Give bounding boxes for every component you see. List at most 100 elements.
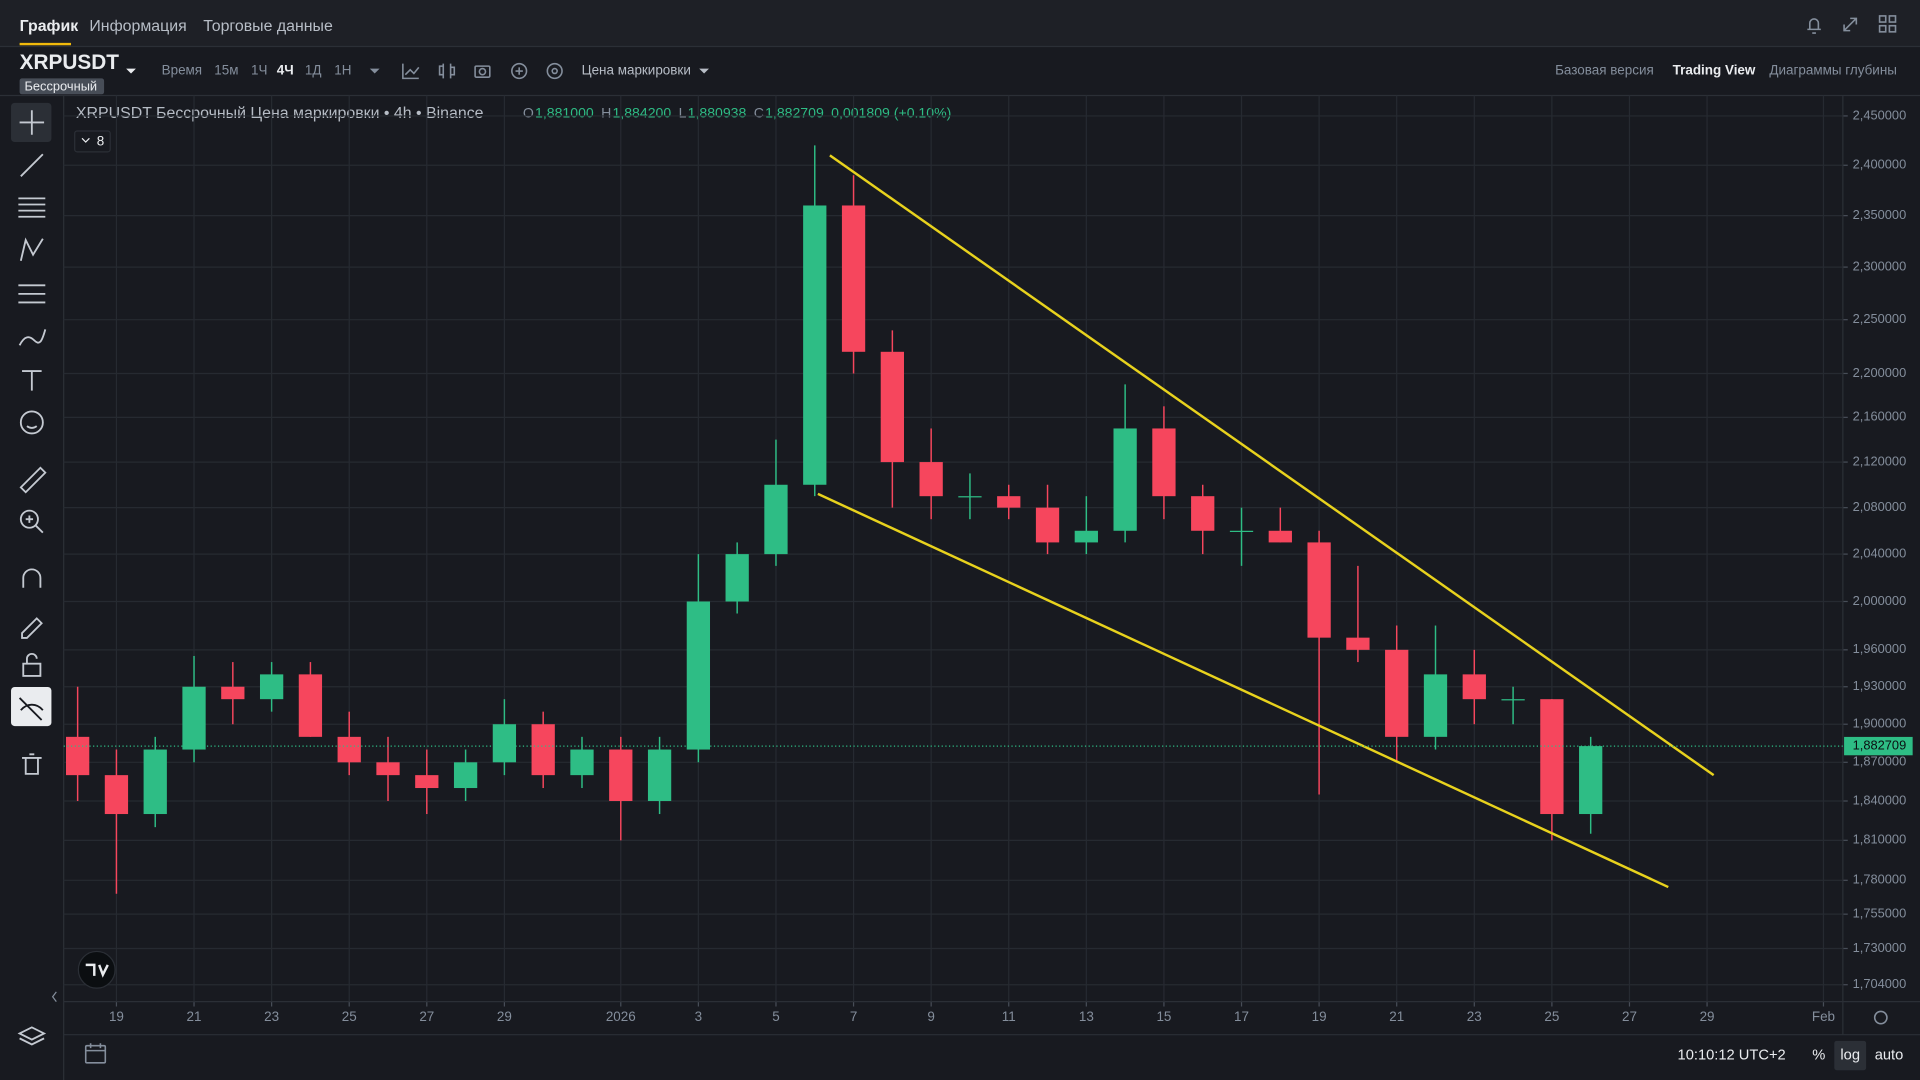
zoom-tool[interactable]: [19, 509, 39, 529]
y-tick-label: 2,300000: [1853, 258, 1907, 273]
delete-tool[interactable]: [22, 753, 42, 775]
auto-toggle[interactable]: auto: [1875, 1047, 1904, 1063]
candle-body: [803, 205, 827, 485]
hide-tool[interactable]: [18, 697, 44, 721]
brush-tool[interactable]: [18, 329, 47, 346]
view-option[interactable]: Trading View: [1673, 63, 1756, 78]
ohlc-change: 0,001809 (+0.10%): [831, 105, 951, 121]
lock-draw-tool[interactable]: [21, 617, 43, 639]
dropdown-arrow[interactable]: [126, 68, 136, 74]
candle-body: [958, 496, 982, 498]
y-tick-label: 2,040000: [1853, 546, 1907, 561]
interval[interactable]: 1Д: [305, 63, 322, 78]
interval[interactable]: 15м: [214, 63, 238, 78]
indicator-toggle-arrow: [81, 137, 90, 143]
candle-body: [337, 736, 361, 763]
y-tick-label: 1,930000: [1853, 678, 1907, 693]
candle-body: [1191, 496, 1215, 531]
settings-icon[interactable]: [546, 62, 563, 80]
dropdown-arrow[interactable]: [699, 68, 709, 74]
pattern-tool[interactable]: [19, 237, 44, 262]
add-icon[interactable]: [511, 62, 528, 80]
collapse-icon[interactable]: [1843, 17, 1858, 32]
toolbar-icons: [402, 62, 563, 80]
x-tick-label: 19: [1312, 1009, 1327, 1024]
lock-tool[interactable]: [22, 662, 42, 677]
price-type[interactable]: Цена маркировки: [582, 63, 691, 78]
tab[interactable]: Торговые данные: [203, 18, 333, 35]
candle-body: [764, 484, 788, 555]
tv-logo: [85, 963, 109, 978]
trendline-tool[interactable]: [20, 153, 44, 177]
interval[interactable]: 1Н: [334, 63, 351, 78]
text-tool[interactable]: [22, 370, 42, 391]
x-tick-label: 29: [497, 1009, 512, 1024]
screenshot-icon[interactable]: [474, 65, 491, 78]
magnet-tool[interactable]: [22, 568, 42, 588]
settings-icon[interactable]: [1873, 1010, 1888, 1025]
plot: 2,450000 2,400000 2,350000 2,300000 2,250000…: [63, 95, 1920, 1035]
ohlc-key: O: [523, 105, 534, 121]
lock-tool: [26, 653, 38, 664]
interval[interactable]: 1Ч: [251, 63, 267, 78]
ohlc-key: H: [601, 105, 611, 121]
x-tick-label: 2026: [606, 1009, 636, 1024]
layout-icon: [1878, 24, 1887, 33]
ohlc-key: L: [679, 105, 687, 121]
candle-body: [1152, 428, 1176, 497]
y-tick-label: 1,704000: [1853, 976, 1907, 991]
x-tick-label: Feb: [1812, 1009, 1835, 1024]
add-icon: [515, 67, 523, 75]
candle-body: [298, 674, 323, 737]
interval[interactable]: 4Ч: [277, 63, 294, 78]
layers-tool[interactable]: [17, 1026, 47, 1046]
y-tick-label: 2,350000: [1853, 207, 1907, 222]
candle-body: [1035, 507, 1060, 543]
candle-body: [182, 686, 206, 750]
y-tick-label: 1,730000: [1853, 940, 1907, 955]
layout-icon[interactable]: [1878, 15, 1887, 23]
candle-body: [1074, 530, 1098, 543]
candle-body: [1229, 530, 1254, 532]
candle-body: [376, 762, 400, 776]
log-toggle[interactable]: log: [1840, 1047, 1860, 1063]
view-option[interactable]: Диаграммы глубины: [1769, 63, 1897, 78]
collapse-arrow[interactable]: [51, 991, 57, 1002]
percent-toggle[interactable]: %: [1812, 1047, 1825, 1063]
tab[interactable]: Информация: [89, 18, 186, 35]
bell-icon[interactable]: [1807, 18, 1821, 34]
date-range-icon[interactable]: [84, 1044, 107, 1064]
candle-type-icon[interactable]: [438, 63, 456, 79]
ohlc-key: C: [754, 105, 764, 121]
view-option[interactable]: Базовая версия: [1555, 63, 1654, 78]
candle-body: [1385, 649, 1409, 737]
price-label: 1,882709: [1853, 737, 1907, 752]
contract-badge: Бессрочный: [24, 78, 97, 93]
top-icons: [1807, 15, 1897, 34]
layout-icon: [1888, 15, 1897, 23]
screenshot-icon: [478, 67, 487, 76]
dropdown-arrow[interactable]: [369, 68, 380, 74]
candle-body: [880, 351, 904, 463]
x-tick-label: 27: [419, 1009, 434, 1024]
crosshair-tool[interactable]: [19, 110, 45, 135]
x-tick-label: 25: [342, 1009, 357, 1024]
top-bar: [0, 0, 1920, 47]
indicator-toggle[interactable]: [74, 130, 111, 153]
emoji-tool[interactable]: [19, 410, 44, 435]
y-tick-label: 1,900000: [1853, 716, 1907, 731]
symbol[interactable]: XRPUSDT: [20, 51, 120, 74]
indicator-icon[interactable]: [402, 63, 420, 80]
x-tick-label: 19: [109, 1009, 124, 1024]
tab[interactable]: График: [20, 18, 79, 35]
x-tick-label: 5: [772, 1009, 779, 1024]
ohlc-legend: O 1,881000 H 1,884200 L 1,880938 C 1,882709 0,00…: [523, 105, 951, 121]
candle-body: [997, 496, 1021, 508]
projection-tool[interactable]: [18, 284, 46, 304]
fib-tool[interactable]: [18, 197, 46, 218]
y-tick-label: 1,840000: [1853, 792, 1907, 807]
ruler-tool[interactable]: [19, 466, 47, 494]
tv-logo[interactable]: [77, 950, 116, 989]
badge: [19, 78, 105, 95]
trend-line: [817, 492, 1669, 889]
